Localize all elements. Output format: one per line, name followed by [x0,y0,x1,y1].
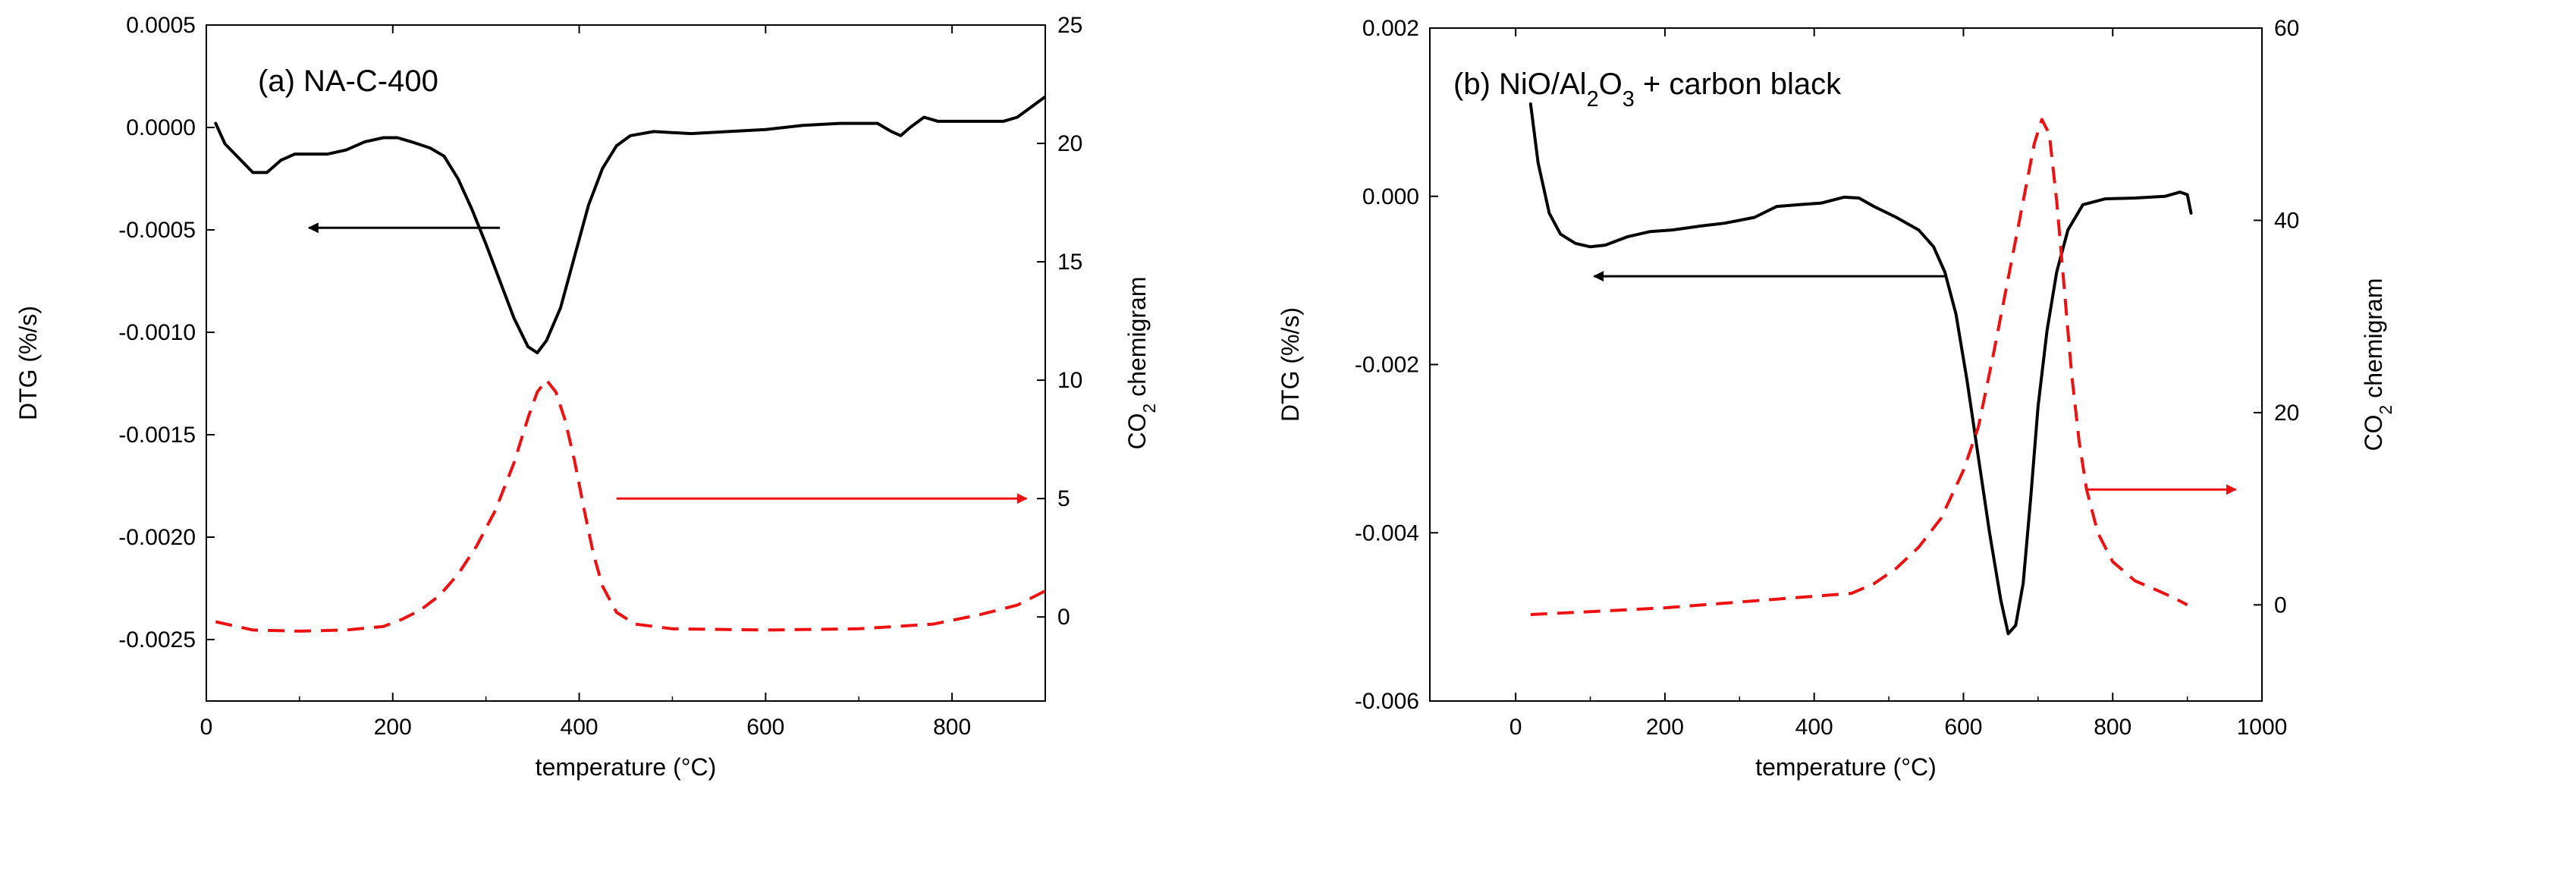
text-part: (a) NA-C-400 [258,64,438,98]
y-left-tick-label: -0.0025 [118,627,196,652]
chart-b: 0 200 400 600 800 10000.0020.000-0.002-0.004-… [1277,16,2395,781]
x-tick-label: 600 [746,715,784,740]
text-part: + carbon black [1635,68,1842,101]
y-right-tick-label: 15 [1057,250,1082,275]
x-tick-label: 400 [1795,715,1833,740]
y-left-tick-label: 0.000 [1362,184,1419,209]
chart-title: (a) NA-C-400 [258,64,438,98]
series-co2-line [215,379,1045,633]
y-left-tick-label: 0.0000 [126,115,196,140]
plot-frame [206,24,1046,702]
y-left-tick-label: 0.0005 [126,13,196,38]
text-part: CO [1123,413,1151,449]
x-tick-label: 800 [2094,715,2131,740]
y-left-tick-label: -0.002 [1355,353,1419,378]
y-left-tick-label: 0.002 [1362,16,1419,41]
series-dtg-line [214,95,1045,354]
text-part: (b) NiO/Al [1453,68,1587,101]
x-tick-label: 800 [933,715,971,740]
y-right-tick-label: 25 [1057,13,1082,38]
text-part: chemigram [2360,278,2387,405]
y-left-tick-label: -0.0020 [118,525,196,550]
x-tick-label: 0 [1509,715,1522,740]
y-left-tick-label: -0.004 [1355,520,1419,545]
chart-title: (b) NiO/Al2O3 + carbon black [1453,68,1842,112]
y-right-axis-label: CO2 chemigram [2360,278,2395,451]
y-right-tick-label: 40 [2274,208,2299,233]
y-right-tick-label: 20 [1057,131,1082,156]
x-tick-label: 600 [1944,715,1982,740]
subscript: 2 [1587,87,1599,112]
x-tick-label: 1000 [2237,715,2288,740]
y-right-tick-label: 10 [1057,368,1082,393]
y-left-tick-label: -0.006 [1355,689,1419,714]
y-left-axis-label: DTG (%/s) [14,306,42,420]
y-right-tick-label: 0 [1057,605,1070,630]
x-axis-label: temperature (°C) [1755,753,1937,781]
x-tick-label: 200 [374,715,412,740]
y-right-tick-label: 20 [2274,401,2299,426]
chart-a: 0 200 400 600 8000.00050.0000-0.0005-0.0010-… [14,13,1159,781]
subscript: 2 [1139,404,1159,413]
y-left-tick-label: -0.0010 [118,320,196,345]
x-axis-label: temperature (°C) [536,753,717,781]
y-left-tick-label: -0.0005 [118,218,196,243]
y-left-tick-label: -0.0015 [118,423,196,448]
subscript: 3 [1623,87,1635,112]
series-dtg-line [1528,102,2193,636]
text-part: O [1599,68,1623,101]
y-right-tick-label: 60 [2274,16,2299,41]
y-left-axis-label: DTG (%/s) [1277,307,1304,422]
x-tick-label: 0 [200,715,213,740]
y-right-tick-label: 0 [2274,593,2287,618]
plot-frame [1429,27,2263,702]
text-part: chemigram [1123,277,1151,404]
x-tick-label: 200 [1646,715,1684,740]
text-part: CO [2360,414,2387,451]
subscript: 2 [2376,405,2395,415]
series-co2-line [1530,118,2188,616]
x-tick-label: 400 [561,715,598,740]
y-right-tick-label: 5 [1057,486,1070,511]
y-right-axis-label: CO2 chemigram [1123,277,1159,450]
